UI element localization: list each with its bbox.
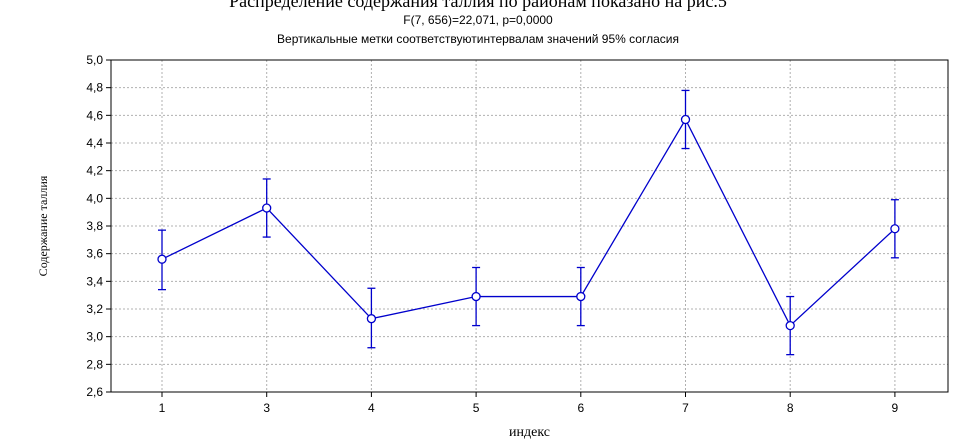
x-tick-label: 5 — [473, 401, 480, 415]
y-tick-label: 2,8 — [86, 357, 103, 371]
y-tick-label: 4,8 — [86, 81, 103, 95]
series-line — [161, 118, 896, 327]
y-tick-label: 3,8 — [86, 219, 103, 233]
y-tick-label: 4,0 — [86, 191, 103, 205]
page-caption: Распределение содержания таллия по район… — [229, 0, 727, 11]
x-tick-label: 4 — [368, 401, 375, 415]
y-tick-label: 2,6 — [86, 385, 103, 399]
data-point — [471, 291, 481, 302]
grid-lines — [111, 60, 948, 392]
x-tick-label: 3 — [263, 401, 270, 415]
x-axis-title: индекс — [509, 425, 550, 440]
axis-ticks: 2,6 2,8 3,0 3,2 3,4 3,6 3,8 4,0 4,2 4,4 4,6 4,8 5,0 1… — [86, 53, 898, 415]
data-series — [157, 89, 900, 356]
chart-title: F(7, 656)=22,071, p=0,0000 — [403, 13, 553, 27]
data-point — [262, 203, 272, 213]
data-point — [576, 291, 586, 302]
data-point — [157, 254, 167, 264]
data-point — [890, 224, 900, 234]
x-tick-label: 9 — [892, 401, 899, 415]
y-tick-label: 3,4 — [86, 274, 103, 288]
x-tick-label: 6 — [577, 401, 584, 415]
y-tick-label: 4,6 — [86, 108, 103, 122]
y-axis-title: Содержание таллия — [36, 175, 50, 276]
x-tick-label: 7 — [682, 401, 689, 415]
y-tick-label: 4,2 — [86, 164, 103, 178]
data-point — [366, 314, 377, 324]
chart-subtitle: Вертикальные метки соответствуютинтервал… — [277, 32, 679, 46]
y-tick-label: 3,2 — [86, 302, 103, 316]
y-tick-label: 4,4 — [86, 136, 103, 150]
x-tick-label: 8 — [787, 401, 794, 415]
y-tick-label: 5,0 — [86, 53, 103, 67]
data-point — [785, 320, 795, 331]
y-tick-label: 3,0 — [86, 330, 103, 344]
y-tick-label: 3,6 — [86, 247, 103, 261]
x-tick-label: 1 — [159, 401, 166, 415]
data-point — [680, 114, 691, 125]
